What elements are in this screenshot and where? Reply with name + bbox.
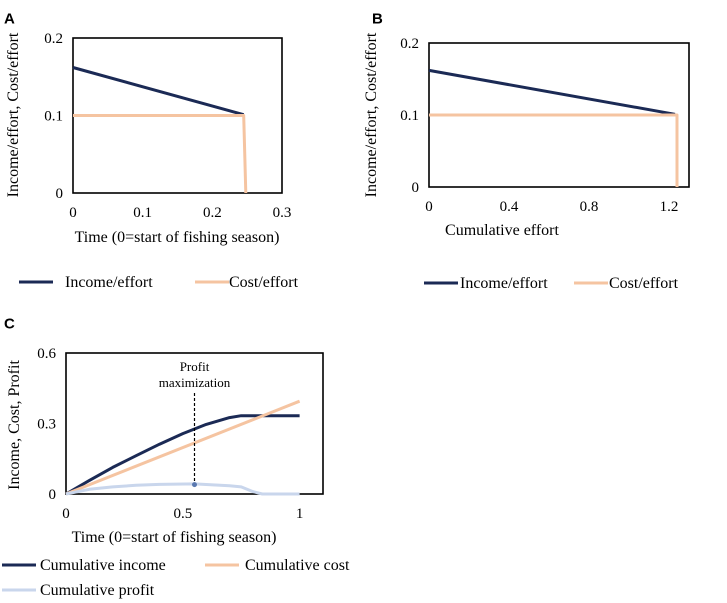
x-tick-label: 0.2	[203, 205, 222, 221]
x-axis-label: Time (0=start of fishing season)	[72, 529, 277, 546]
x-axis-label: Cumulative effort	[445, 222, 559, 239]
y-axis-label: Income/effort, Cost/effort	[5, 32, 22, 197]
series-income-effort	[428, 68, 676, 116]
x-tick-label: 1.2	[660, 199, 679, 215]
legend-label: Cost/effort	[609, 275, 679, 292]
series-income-effort	[72, 66, 245, 117]
y-tick-label: 0.2	[44, 31, 63, 47]
x-tick-label: 0.5	[173, 506, 192, 522]
legend-label: Cost/effort	[229, 274, 299, 291]
y-tick-label: 0	[56, 186, 64, 202]
y-tick-label: 0.1	[44, 109, 63, 125]
annotation-text: Profit	[180, 359, 210, 374]
legend-label: Income/effort	[460, 275, 548, 292]
y-tick-label: 0.6	[37, 346, 56, 362]
series-cost-effort	[429, 113, 679, 187]
x-tick-label: 0.4	[500, 199, 519, 215]
annotation-marker	[192, 482, 197, 488]
plot-frame	[65, 352, 324, 495]
x-tick-label: 0	[69, 205, 77, 221]
legend-label: Income/effort	[65, 274, 153, 291]
y-tick-label: 0.1	[400, 108, 419, 124]
x-tick-label: 0	[62, 506, 70, 522]
y-tick-label: 0.3	[37, 417, 56, 433]
y-tick-label: 0	[412, 180, 420, 196]
annotation-text: maximization	[159, 375, 231, 390]
series-cumulative-profit	[65, 482, 300, 496]
x-tick-label: 0	[425, 199, 433, 215]
panel-c: C 0 0.3 0.6 0 0.5 1 Time (0=start of fishing se…	[2, 315, 350, 599]
panel-b: B 0 0.1 0.2 0 0.4 0.8 1.2 Cumulative effort Incom…	[363, 10, 690, 292]
series-cumulative-income	[65, 414, 300, 496]
x-tick-label: 0.3	[273, 205, 292, 221]
y-axis-label: Income, Cost, Profit	[6, 360, 23, 490]
x-tick-label: 0.8	[580, 199, 599, 215]
y-axis-label: Income/effort, Cost/effort	[363, 32, 380, 197]
y-tick-label: 0	[49, 487, 57, 503]
series-cumulative-cost	[65, 399, 301, 496]
panel-label: C	[4, 315, 15, 332]
x-tick-label: 0.1	[133, 205, 152, 221]
panel-a: A 0 0.1 0.2 0 0.1 0.2 0.3 Time (0=start of fishi…	[4, 10, 299, 291]
panel-label: B	[372, 10, 383, 27]
y-tick-label: 0.2	[400, 36, 419, 52]
x-tick-label: 1	[296, 506, 304, 522]
x-axis-label: Time (0=start of fishing season)	[75, 229, 280, 246]
panel-label: A	[4, 10, 15, 27]
legend-label: Cumulative cost	[245, 557, 350, 574]
legend-label: Cumulative profit	[40, 582, 155, 599]
series-cost-effort	[73, 114, 248, 194]
legend-label: Cumulative income	[40, 557, 166, 574]
